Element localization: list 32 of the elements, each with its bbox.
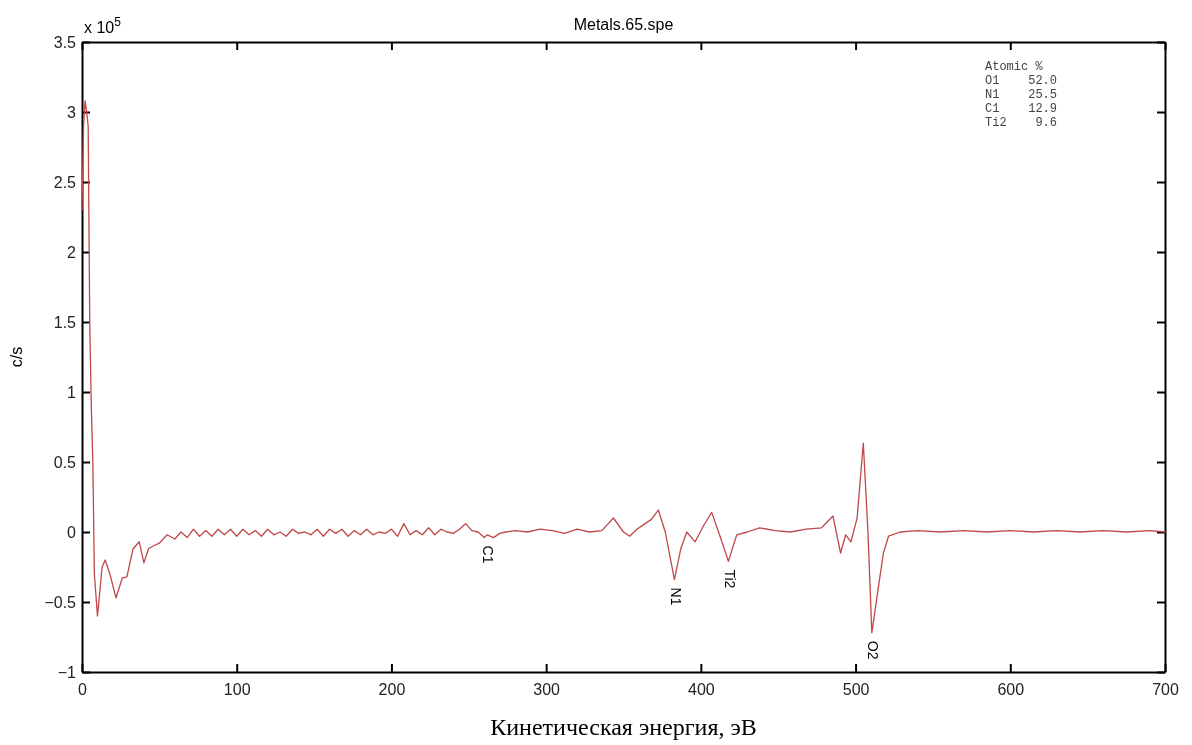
annotation: N1 25.5 bbox=[985, 88, 1058, 102]
y-tick-label: 1 bbox=[67, 383, 77, 401]
x-axis-title: Кинетическая энергия, эВ bbox=[490, 714, 757, 740]
annotation: C1 12.9 bbox=[985, 102, 1058, 116]
annotation: O1 52.0 bbox=[985, 74, 1058, 88]
text: x 10$^{5}$ bbox=[84, 15, 122, 36]
x-tick-label: 700 bbox=[1152, 681, 1179, 699]
annotation: Atomic % bbox=[985, 60, 1044, 74]
y-tick-label: 2 bbox=[67, 243, 77, 261]
y-tick-label: −0.5 bbox=[44, 593, 77, 611]
y-tick-label: 3 bbox=[67, 103, 77, 121]
annotation: Ti2 bbox=[722, 569, 738, 589]
x-tick-label: 500 bbox=[842, 681, 870, 699]
y-tick-label: 0 bbox=[67, 523, 77, 541]
y-tick-label: 3.5 bbox=[53, 33, 77, 51]
line-series bbox=[81, 100, 1166, 634]
x-tick-label: 0 bbox=[78, 681, 88, 699]
annotation: N1 bbox=[667, 587, 684, 606]
annotation: O2 bbox=[865, 640, 882, 660]
x-tick-label: 300 bbox=[533, 681, 561, 699]
x-tick-label: 200 bbox=[378, 681, 406, 699]
annotation: C1 bbox=[480, 545, 497, 564]
x-tick-label: 400 bbox=[688, 681, 715, 699]
y-axis-title: c/s bbox=[8, 346, 25, 368]
y-tick-label: 1.5 bbox=[53, 313, 77, 331]
y-tick-label: 2.5 bbox=[53, 173, 77, 191]
chart-title: Metals.65.spe bbox=[573, 16, 674, 33]
x-tick-label: 100 bbox=[223, 681, 251, 699]
y-tick-label: 0.5 bbox=[53, 453, 77, 471]
annotation: Ti2 9.6 bbox=[985, 116, 1058, 130]
y-tick-label: −1 bbox=[57, 663, 77, 681]
x-tick-label: 600 bbox=[997, 681, 1025, 699]
